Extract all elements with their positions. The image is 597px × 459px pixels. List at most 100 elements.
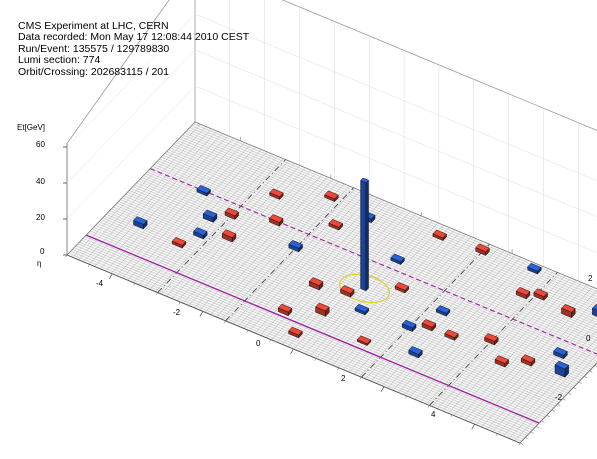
- tower-23: [553, 347, 568, 360]
- tower-top-face: [394, 282, 410, 291]
- tower-top-face: [133, 216, 148, 225]
- tower-top-face: [390, 253, 405, 263]
- floor-phi-gridline: [70, 251, 524, 440]
- recorded-date: Data recorded: Mon May 17 12:08:44 2010 …: [18, 31, 250, 44]
- floor-phi-gridline: [146, 171, 597, 359]
- eta-tick-m4: -4: [96, 279, 104, 288]
- phi-tick-2: 2: [588, 274, 593, 283]
- tower-13: [202, 209, 218, 223]
- phi-minor-tick: [573, 387, 577, 390]
- back-wall-z-gridline: [194, 13, 597, 182]
- tower-top-face: [408, 346, 423, 355]
- tower-32: [561, 304, 576, 319]
- tower-1: [133, 216, 148, 230]
- side-wall-z-gridline: [66, 49, 196, 184]
- floor-phi-gridline: [170, 147, 597, 326]
- floor-plane: [66, 121, 597, 444]
- phi-minor-tick: [589, 370, 593, 373]
- floor-phi-gridline: [178, 138, 597, 313]
- eta-minor-tick: [291, 348, 294, 352]
- floor-phi-gridline: [155, 162, 597, 346]
- z-tick-20: 20: [36, 213, 45, 222]
- tower-top-face: [553, 347, 568, 356]
- tower-37: [288, 326, 303, 339]
- phi-minor-tick: [530, 431, 534, 434]
- eta-tick-4: 4: [431, 410, 436, 419]
- tower-33: [591, 304, 597, 317]
- tower-10: [421, 319, 437, 332]
- tower-top-face: [268, 214, 284, 223]
- floor-phi-gridline: [175, 142, 597, 318]
- tower-21: [520, 354, 536, 367]
- tower-39: [356, 335, 372, 347]
- tower-28: [432, 229, 447, 242]
- floor-phi-gridline: [127, 192, 581, 381]
- floor-phi-gridline: [114, 204, 569, 394]
- floor-phi-gridline: [97, 223, 551, 412]
- tower-top-face: [202, 209, 218, 219]
- tower-15: [268, 214, 284, 227]
- eta-minor-tick: [314, 358, 317, 362]
- tower-top-face: [193, 227, 208, 236]
- detector-boundary-line: [157, 159, 286, 293]
- eta-axis-label: η: [37, 259, 41, 268]
- floor-phi-gridline: [125, 193, 579, 383]
- tower-top-face: [484, 333, 499, 342]
- eta-tick-2: 2: [341, 374, 346, 383]
- floor-phi-gridline: [186, 131, 597, 302]
- tower-9: [401, 319, 417, 333]
- tower-31: [533, 288, 548, 301]
- tower-top-face: [475, 243, 490, 253]
- phi-minor-tick: [519, 442, 524, 445]
- frame-left-top: [66, 0, 170, 144]
- eta-minor-tick: [65, 254, 68, 258]
- floor-phi-gridline: [68, 252, 522, 442]
- eta-minor-tick: [427, 405, 430, 409]
- jet-cone-ellipse: [339, 273, 390, 304]
- eta-minor-tick: [133, 283, 136, 286]
- tower-0: [360, 177, 369, 292]
- tower-top-face: [196, 185, 211, 194]
- event-info: CMS Experiment at LHC, CERN Data recorde…: [18, 20, 250, 78]
- floor-phi-gridline: [162, 155, 597, 336]
- eta-minor-tick: [472, 424, 475, 427]
- tower-top-face: [324, 190, 339, 200]
- floor-phi-gridline: [191, 125, 597, 295]
- floor-phi-gridline: [157, 160, 597, 344]
- floor-phi-gridline: [72, 249, 526, 438]
- tower-top-face: [554, 360, 570, 370]
- tower-8: [354, 304, 370, 316]
- tower-top-face: [224, 207, 240, 217]
- eta-minor-tick: [201, 311, 204, 315]
- tower-top-face: [288, 240, 303, 249]
- floor-phi-gridline: [116, 203, 570, 392]
- detector-boundary-line: [361, 243, 490, 378]
- z-tick-60: 60: [36, 140, 45, 149]
- phi-minor-tick: [541, 420, 545, 423]
- axis-ticks: 0 20 40 60 Et[GeV] η -4 -2 0 2 4 -2 0 2: [17, 123, 593, 419]
- tower-top-face: [533, 288, 548, 297]
- tower-top-face: [494, 355, 510, 364]
- tower-top-face: [421, 319, 437, 328]
- side-wall-z-gridline: [66, 85, 196, 220]
- eta-minor-tick: [269, 339, 272, 343]
- floor-phi-gridline: [180, 136, 597, 310]
- tower-top-face: [591, 304, 597, 311]
- met-line: [85, 234, 540, 424]
- eta-minor-tick: [155, 292, 158, 296]
- tower-top-face: [527, 263, 542, 272]
- tower-top-face: [308, 277, 324, 286]
- tower-top-face: [221, 229, 237, 238]
- tower-front-face: [592, 307, 597, 317]
- tower-top-face: [432, 229, 447, 239]
- eta-minor-tick: [450, 414, 453, 418]
- eta-minor-tick: [405, 395, 407, 399]
- experiment-title: CMS Experiment at LHC, CERN: [18, 20, 169, 32]
- tower-4: [221, 229, 237, 243]
- tower-top-face: [340, 285, 355, 294]
- tower-top-face: [356, 335, 372, 344]
- floor-phi-gridline: [189, 127, 597, 297]
- tower-top-face: [561, 304, 576, 313]
- side-wall-z-gridline: [66, 13, 196, 148]
- tower-top-face: [515, 287, 531, 296]
